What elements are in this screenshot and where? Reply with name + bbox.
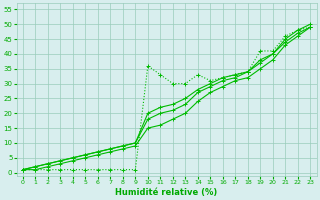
X-axis label: Humidité relative (%): Humidité relative (%) bbox=[116, 188, 218, 197]
